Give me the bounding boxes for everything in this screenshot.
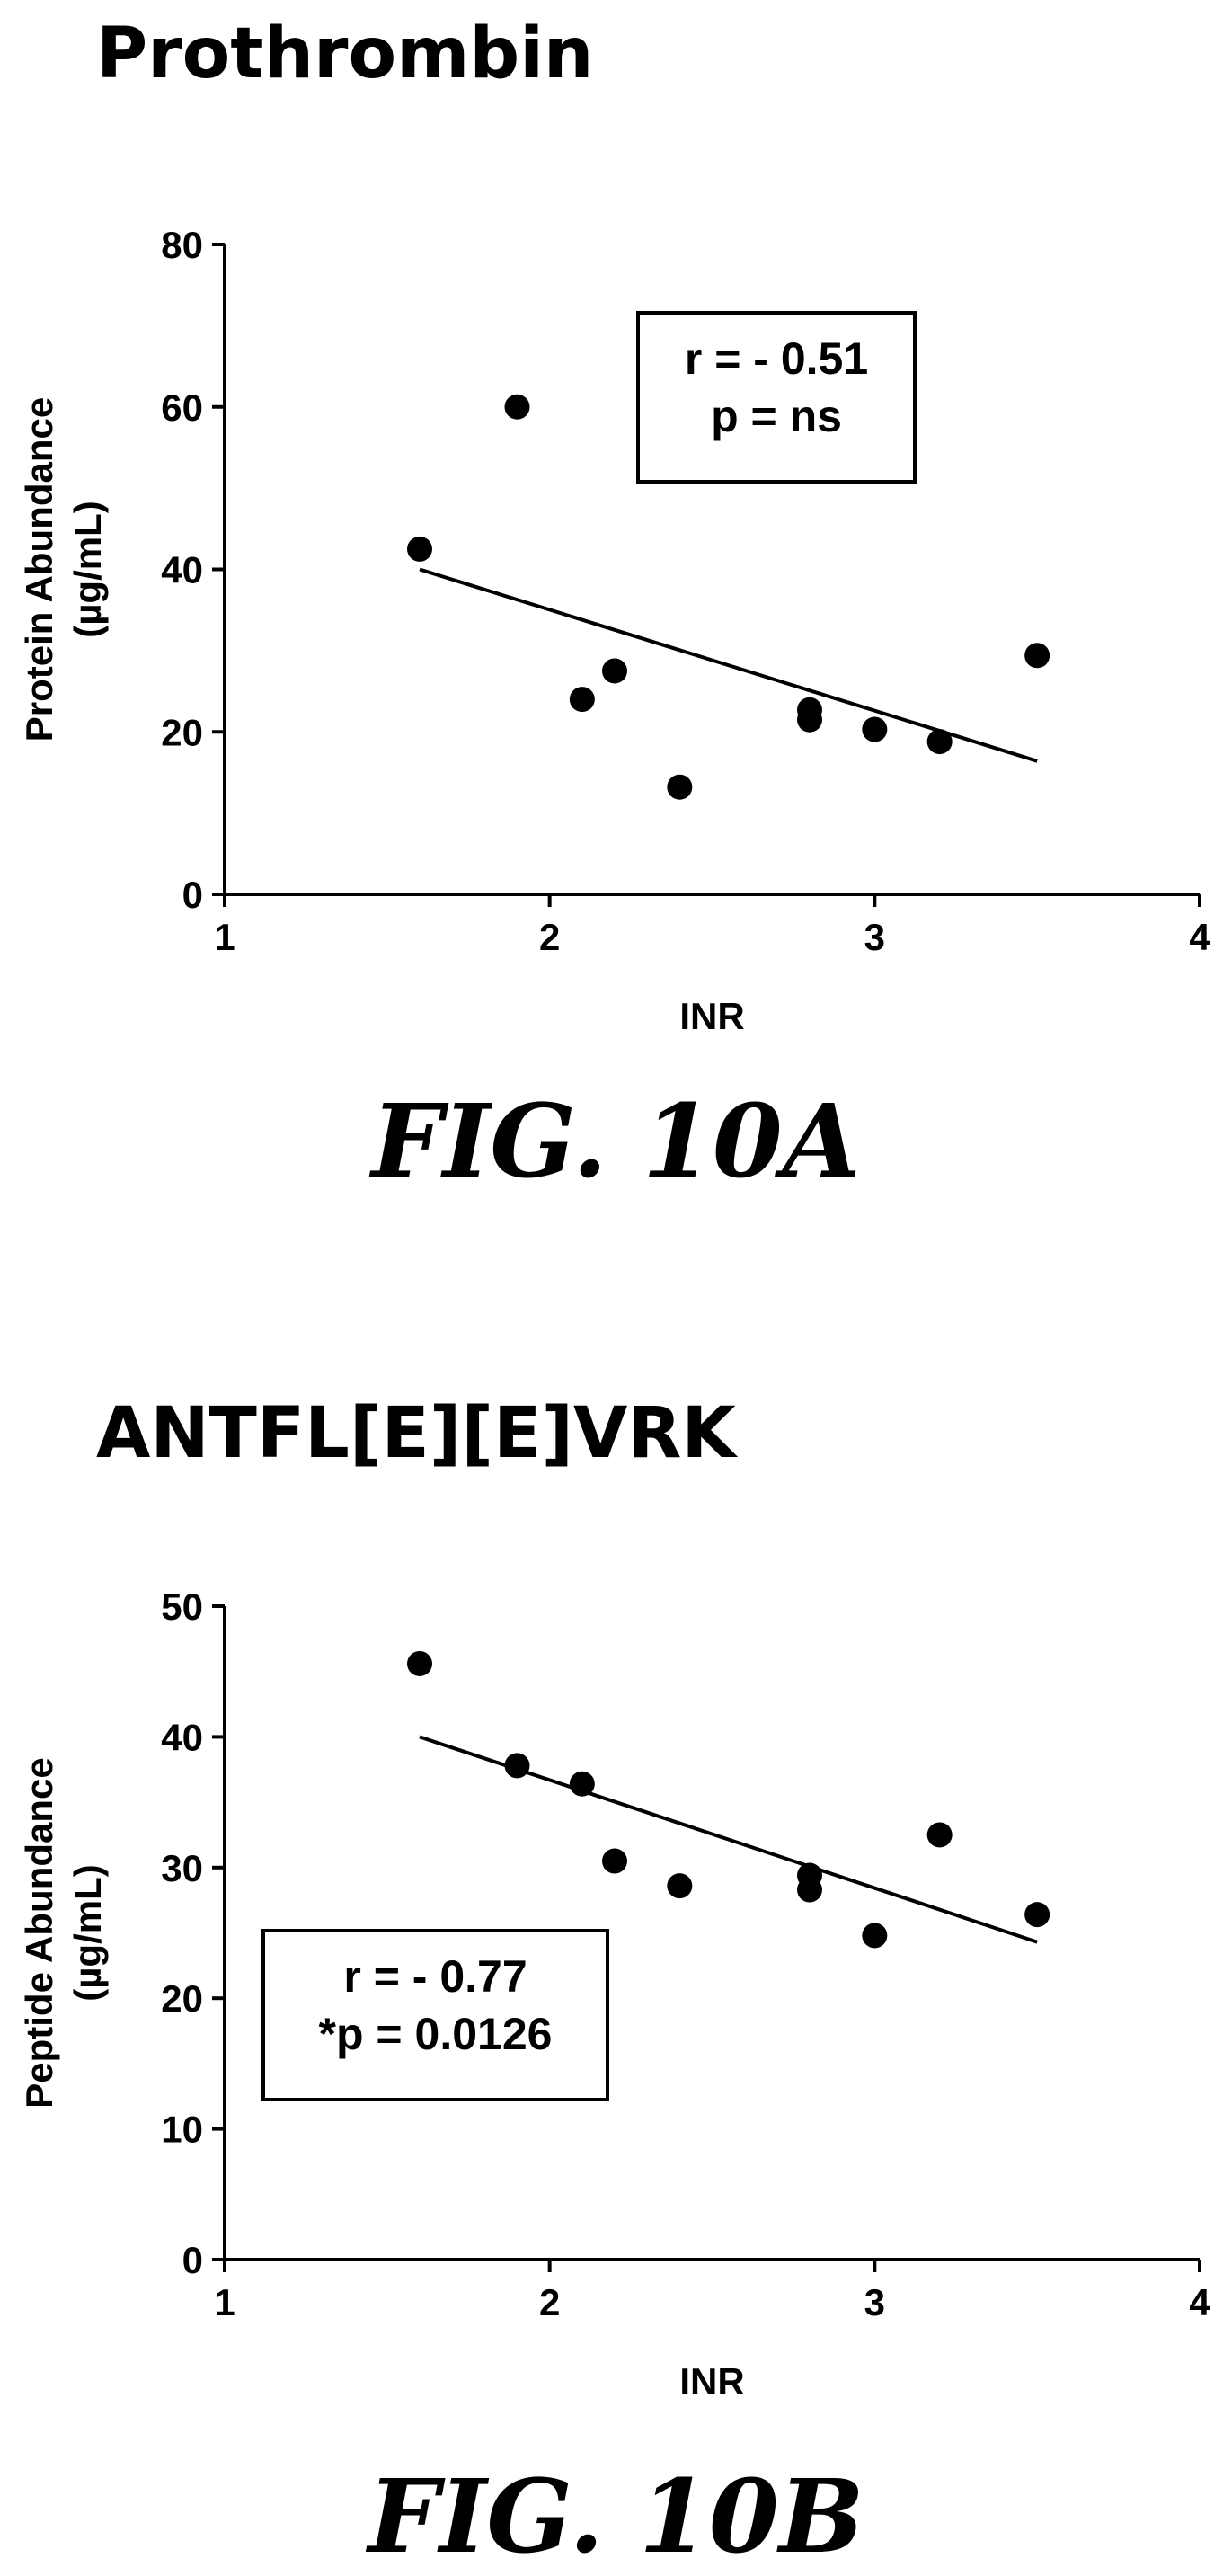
- regression-line: [419, 567, 1038, 763]
- y-axis-label: (µg/mL): [66, 1864, 109, 2002]
- data-point: [926, 729, 953, 755]
- data-point: [797, 706, 822, 733]
- x-tick-label: 1: [214, 2281, 235, 2323]
- chart-panel-b: ANTFL[E][E]VRK 0 10 20 30 40 50 1 2 3 4 INR Peptide…: [0, 1348, 1232, 2576]
- data-point: [667, 774, 693, 800]
- data-point: [569, 687, 595, 713]
- data-point: [1024, 643, 1050, 669]
- y-tick-label: 50: [161, 1586, 203, 1628]
- y-tick-label: 10: [161, 2109, 203, 2151]
- data-point: [1024, 1902, 1050, 1928]
- y-tick-label: 0: [182, 874, 203, 916]
- data-point: [569, 1771, 595, 1797]
- stats-box: [636, 311, 917, 484]
- data-point: [862, 716, 888, 742]
- chart-title: ANTFL[E][E]VRK: [96, 1393, 736, 1474]
- data-point: [602, 658, 627, 684]
- data-point: [667, 1873, 693, 1899]
- scatter-plot-peptide: 0 10 20 30 40 50 1 2 3 4 INR Peptide Abundance (µg/m…: [18, 1586, 1210, 2403]
- stats-text: r = - 0.77: [343, 1951, 527, 2002]
- data-point: [504, 1753, 530, 1779]
- data-point: [926, 1822, 953, 1848]
- y-axis-label: Protein Abundance: [18, 397, 60, 742]
- x-axis-label: INR: [679, 995, 744, 1037]
- figure-label: FIG. 10B: [368, 2458, 864, 2576]
- y-tick-label: 60: [161, 386, 203, 429]
- x-tick-label: 2: [539, 916, 560, 958]
- scatter-plot-prothrombin: 0 20 40 60 80 1 2 3 4 INR Protein Abundance (µg/mL)…: [18, 224, 1210, 1037]
- x-tick-label: 1: [214, 916, 235, 958]
- y-axis-label: Peptide Abundance: [18, 1757, 60, 2109]
- y-tick-label: 40: [161, 549, 203, 591]
- stats-text: r = - 0.51: [685, 333, 868, 384]
- figure-label: FIG. 10A: [371, 1083, 861, 1201]
- y-tick-label: 20: [161, 1977, 203, 2020]
- stats-text: *p = 0.0126: [319, 2009, 553, 2059]
- x-tick-label: 4: [1189, 2281, 1210, 2323]
- y-tick-label: 80: [161, 224, 203, 266]
- data-point: [797, 1877, 822, 1903]
- y-tick-label: 0: [182, 2239, 203, 2281]
- x-tick-label: 3: [864, 2281, 885, 2323]
- x-tick-label: 3: [864, 916, 885, 958]
- y-tick-label: 20: [161, 711, 203, 753]
- data-point: [407, 1650, 432, 1676]
- stats-box: [261, 1929, 609, 2101]
- stats-text: p = ns: [711, 391, 842, 441]
- data-point: [407, 536, 432, 562]
- x-axis-label: INR: [679, 2360, 744, 2403]
- data-point: [504, 394, 530, 420]
- chart-panel-a: Prothrombin 0 20 40 60 80 1 2 3 4 INR Protein Abun…: [0, 0, 1232, 1258]
- x-tick-label: 2: [539, 2281, 560, 2323]
- y-axis-label: (µg/mL): [66, 501, 109, 638]
- data-point: [602, 1848, 627, 1874]
- data-point: [862, 1923, 888, 1949]
- x-tick-label: 4: [1189, 916, 1210, 958]
- y-tick-label: 30: [161, 1847, 203, 1889]
- chart-title: Prothrombin: [96, 13, 594, 94]
- y-tick-label: 40: [161, 1716, 203, 1758]
